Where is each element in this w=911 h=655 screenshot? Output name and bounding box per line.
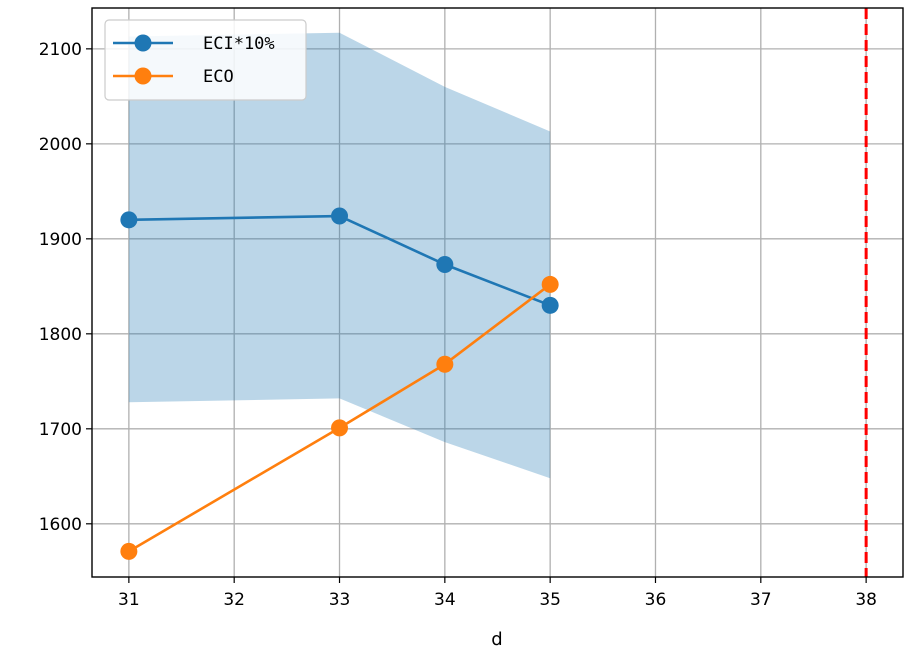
y-axis: 1600 1700 1800 1900 2000 2100 [39,40,92,535]
data-point-eco [541,275,559,293]
data-point-eco [331,419,349,437]
x-tick-label: 35 [539,590,561,610]
y-tick-label: 2100 [39,40,82,60]
series-line-eco [128,283,551,553]
x-tick-label: 36 [645,590,667,610]
data-point-eci [436,255,454,273]
series-line-eci [128,214,551,307]
legend-label: ECI*10% [203,34,275,54]
x-tick-label: 31 [118,590,140,610]
y-tick-label: 1700 [39,420,82,440]
series-layer [120,207,559,560]
x-tick-label: 38 [855,590,877,610]
legend-box [104,19,307,101]
legend-marker [134,34,152,52]
grid [92,8,903,577]
legend-marker [134,67,152,85]
y-tick-label: 2000 [39,135,82,155]
data-point-eci [541,296,559,314]
y-tick-label: 1800 [39,325,82,345]
x-tick-label: 33 [329,590,351,610]
data-point-eco [436,355,454,373]
x-axis-label: d [491,629,502,650]
x-tick-label: 37 [750,590,772,610]
data-point-eco [120,542,138,560]
legend-label: ECO [203,67,234,87]
plot-frame [91,7,904,578]
legend: ECI*10% ECO [104,19,307,101]
data-point-eci [120,211,138,229]
x-tick-label: 32 [223,590,245,610]
x-axis: 31 32 33 34 35 36 37 38 [118,577,877,610]
data-point-eci [331,207,349,225]
plot-background [92,8,903,577]
x-tick-label: 34 [434,590,456,610]
y-tick-label: 1900 [39,230,82,250]
y-tick-label: 1600 [39,515,82,535]
